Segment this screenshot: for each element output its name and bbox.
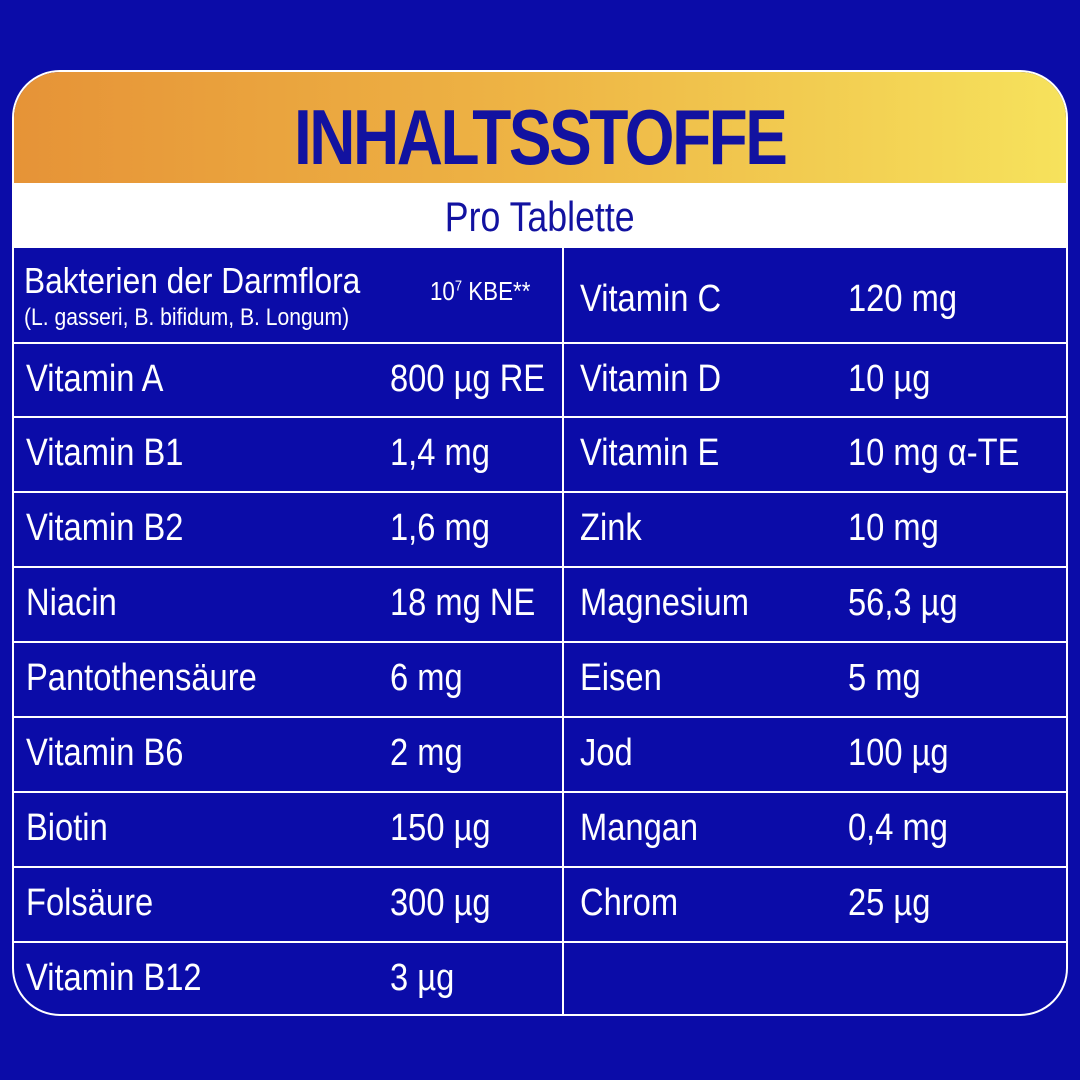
table-row-bacteria: Bakterien der Darmflora (L. gasseri, B. … <box>14 248 1066 342</box>
bacteria-value-exponent: 7 <box>454 277 463 295</box>
table-row: Vitamin B6 2 mg <box>14 716 1066 791</box>
bacteria-name: Bakterien der Darmflora <box>24 260 361 301</box>
table-row: Folsäure 300 µg <box>14 866 1066 941</box>
nutrient-amount: 1,4 mg <box>390 432 490 474</box>
bacteria-value-unit: KBE** <box>462 276 531 306</box>
nutrient-amount: 100 µg <box>848 732 949 774</box>
table-row: Vitamin B12 3 µg <box>14 941 1066 1014</box>
nutrient-name: Vitamin E <box>580 432 720 474</box>
table-row: Vitamin B1 1,4 mg <box>14 416 1066 491</box>
nutrient-amount: 120 mg <box>848 278 958 320</box>
table-row: Vitamin A 800 µg RE <box>14 342 1066 416</box>
nutrient-name: Niacin <box>26 582 117 624</box>
nutrient-amount: 150 µg <box>390 807 491 849</box>
bacteria-value-base: 10 <box>430 276 455 306</box>
nutrient-name: Chrom <box>580 882 679 924</box>
header-banner: INHALTSSTOFFE <box>14 72 1066 183</box>
nutrient-card: INHALTSSTOFFE Pro Tablette Bakterien der… <box>12 70 1068 1016</box>
bacteria-value: 107 KBE** <box>430 276 530 307</box>
nutrient-amount: 300 µg <box>390 882 491 924</box>
subtitle: Pro Tablette <box>445 193 635 240</box>
nutrient-amount: 2 mg <box>390 732 463 774</box>
page-title: INHALTSSTOFFE <box>294 93 788 181</box>
subtitle-band: Pro Tablette <box>14 183 1066 248</box>
table-row: Pantothensäure 6 mg <box>14 641 1066 716</box>
column-divider <box>562 248 564 1014</box>
nutrient-amount: 800 µg RE <box>390 358 546 400</box>
table-row: Vitamin B2 1,6 mg <box>14 491 1066 566</box>
nutrient-amount: 1,6 mg <box>390 507 490 549</box>
nutrient-name: Pantothensäure <box>26 657 257 699</box>
nutrient-name: Vitamin B1 <box>26 432 184 474</box>
nutrient-name: Vitamin C <box>580 278 722 320</box>
nutrient-name: Jod <box>580 732 633 774</box>
table-row: Niacin 18 mg NE <box>14 566 1066 641</box>
nutrient-amount: 18 mg NE <box>390 582 536 624</box>
nutrient-name: Magnesium <box>580 582 749 624</box>
nutrient-name: Vitamin B12 <box>26 957 202 999</box>
nutrient-name: Vitamin B2 <box>26 507 184 549</box>
nutrient-name: Vitamin A <box>26 358 164 400</box>
nutrient-amount: 10 mg α-TE <box>848 432 1020 474</box>
nutrient-amount: 25 µg <box>848 882 931 924</box>
nutrient-amount: 5 mg <box>848 657 921 699</box>
nutrient-name: Biotin <box>26 807 108 849</box>
nutrient-amount: 10 mg <box>848 507 939 549</box>
table-row: Biotin 150 µg <box>14 791 1066 866</box>
nutrient-amount: 10 µg <box>848 358 931 400</box>
bacteria-strains: (L. gasseri, B. bifidum, B. Longum) <box>24 304 350 331</box>
nutrient-amount: 3 µg <box>390 957 455 999</box>
nutrient-name: Eisen <box>580 657 662 699</box>
nutrient-name: Zink <box>580 507 642 549</box>
nutrient-name: Vitamin B6 <box>26 732 184 774</box>
nutrient-name: Folsäure <box>26 882 154 924</box>
nutrient-amount: 56,3 µg <box>848 582 958 624</box>
nutrient-name: Vitamin D <box>580 358 722 400</box>
nutrient-amount: 6 mg <box>390 657 463 699</box>
nutrient-amount: 0,4 mg <box>848 807 948 849</box>
nutrient-name: Mangan <box>580 807 699 849</box>
